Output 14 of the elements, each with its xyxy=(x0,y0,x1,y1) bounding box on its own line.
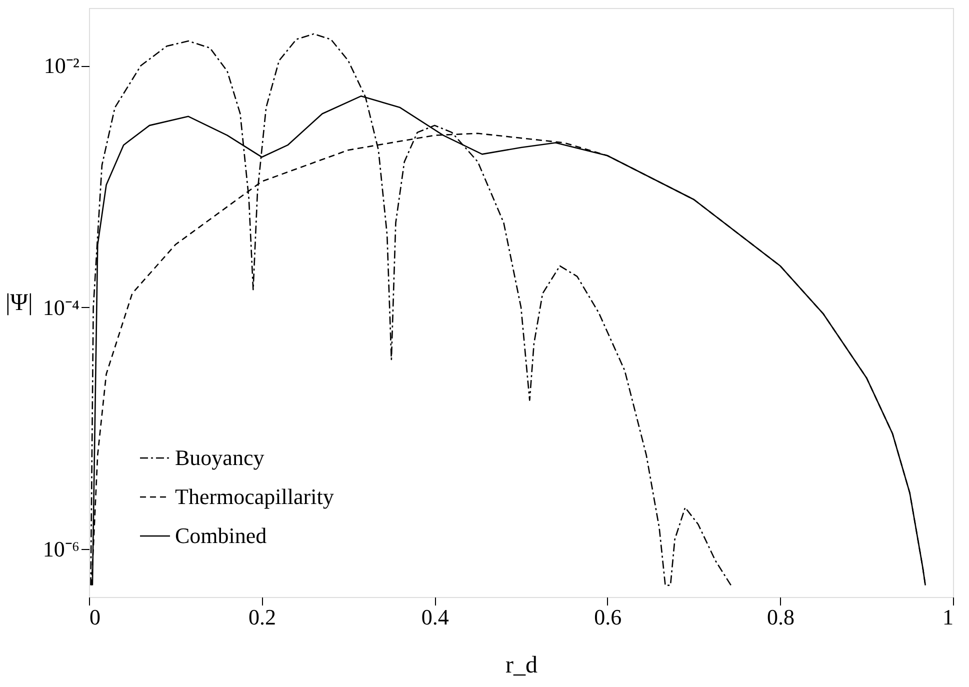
x-tick-label: 0.2 xyxy=(248,604,276,630)
legend-label: Combined xyxy=(175,523,267,548)
legend-label: Thermocapillarity xyxy=(175,484,334,509)
legend-label: Buoyancy xyxy=(175,445,264,470)
x-axis-title: r_d xyxy=(506,652,538,678)
y-axis-title: |Ψ| xyxy=(6,290,33,316)
y-tick-label: 10⁻⁶ xyxy=(42,536,80,562)
y-tick-label: 10⁻⁴ xyxy=(42,294,80,320)
x-tick-label: 0.8 xyxy=(766,604,794,630)
x-tick-label: 1 xyxy=(942,604,954,630)
x-tick-label: 0.4 xyxy=(421,604,449,630)
x-tick-label: 0 xyxy=(90,604,100,630)
y-tick-label: 10⁻² xyxy=(44,53,80,78)
x-tick-label: 0.6 xyxy=(594,604,622,630)
